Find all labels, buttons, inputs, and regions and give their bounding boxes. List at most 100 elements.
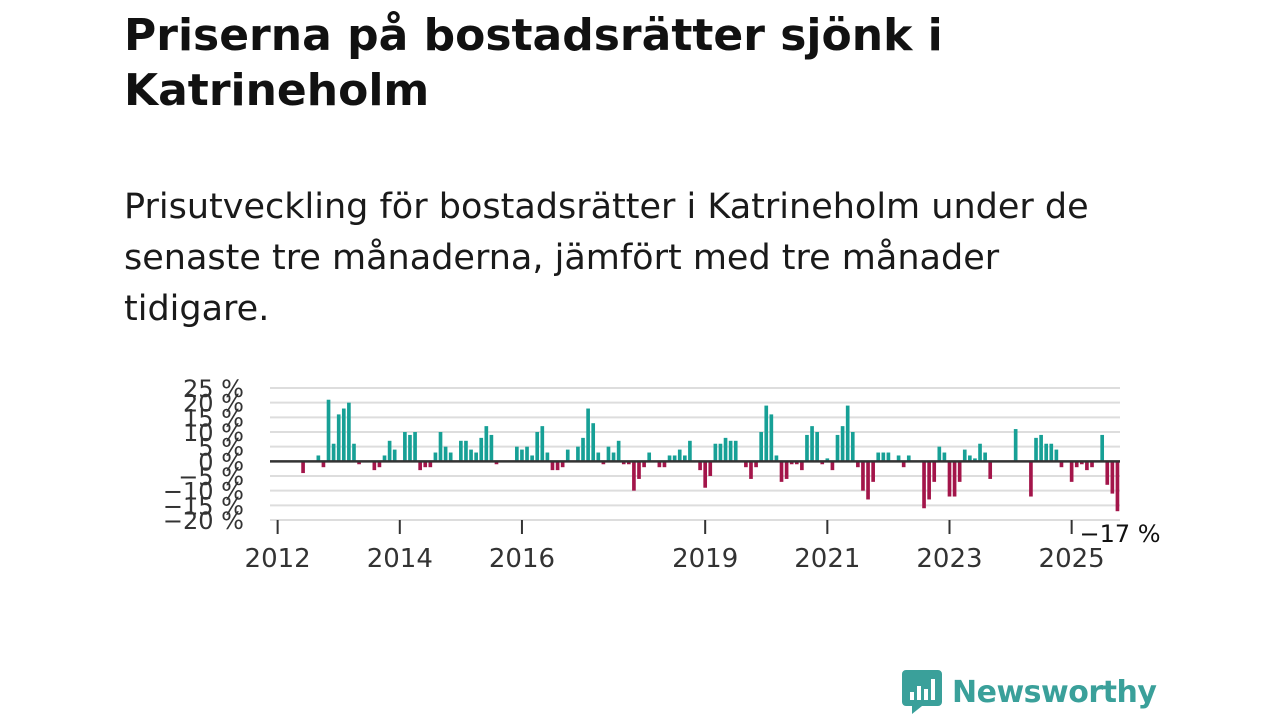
- bar: [616, 440, 621, 462]
- bar: [1039, 434, 1043, 462]
- bar: [662, 461, 667, 468]
- bar: [845, 405, 850, 462]
- chart-title: Priserna på bostadsrätter sjönk i Katrin…: [124, 10, 943, 116]
- bar: [464, 440, 468, 462]
- bar: [805, 434, 809, 462]
- bar: [494, 461, 499, 465]
- bar: [555, 461, 560, 471]
- bar: [428, 461, 433, 468]
- bar: [682, 455, 687, 462]
- bar: [403, 432, 407, 462]
- bar: [688, 440, 692, 462]
- y-tick-label: 25 %: [183, 375, 244, 403]
- bar: [840, 426, 845, 462]
- bar: [535, 432, 540, 462]
- bar: [515, 446, 519, 462]
- bar: [357, 461, 361, 465]
- bar: [978, 443, 982, 462]
- bar: [321, 461, 326, 468]
- bar: [876, 452, 881, 462]
- bar-chart: 25 %20 %15 %10 %5 %0 %−5 %−10 %−15 %−20 …: [163, 375, 1161, 568]
- y-tick-label: 5 %: [198, 434, 244, 462]
- bar: [723, 437, 728, 462]
- bar: [372, 461, 377, 471]
- bar: [968, 455, 972, 462]
- bar: [433, 452, 438, 462]
- bar: [387, 440, 392, 462]
- bar: [581, 437, 585, 462]
- bar: [341, 408, 346, 462]
- bar: [1013, 429, 1018, 462]
- bar: [627, 461, 631, 465]
- bar: [784, 461, 789, 479]
- x-tick-label: 2023: [916, 544, 982, 568]
- bar: [469, 449, 473, 462]
- y-tick-label: 0 %: [198, 448, 244, 476]
- y-tick-label: 10 %: [183, 419, 244, 447]
- bar: [794, 461, 799, 465]
- bar: [637, 461, 641, 479]
- bar: [718, 443, 723, 462]
- bar: [927, 461, 931, 500]
- bar: [489, 434, 494, 462]
- bar: [591, 423, 596, 462]
- bar: [611, 452, 616, 462]
- bar: [957, 461, 962, 482]
- bar: [520, 449, 524, 462]
- bar: [1054, 449, 1059, 462]
- bar: [352, 443, 356, 462]
- bar: [698, 461, 702, 471]
- bar: [1049, 443, 1054, 462]
- bar: [1034, 437, 1038, 462]
- bar: [713, 443, 718, 462]
- bar: [647, 452, 652, 462]
- bar: [881, 452, 886, 462]
- chart-subtitle: Prisutveckling för bostadsrätter i Katri…: [124, 187, 1089, 329]
- bar: [677, 449, 682, 462]
- last-value-label: −17 %: [1079, 520, 1160, 548]
- bar: [484, 426, 489, 462]
- bar: [1074, 461, 1079, 468]
- x-tick-label: 2025: [1039, 544, 1105, 568]
- x-tick-label: 2021: [794, 544, 860, 568]
- bar: [545, 452, 550, 462]
- bar: [1100, 434, 1105, 462]
- bar: [866, 461, 870, 500]
- bar: [530, 455, 534, 462]
- bar: [377, 461, 382, 468]
- x-tick-label: 2019: [672, 544, 738, 568]
- bar: [1105, 461, 1110, 485]
- bar: [408, 434, 412, 462]
- bar: [540, 426, 545, 462]
- bar: [474, 452, 478, 462]
- bar: [937, 446, 942, 462]
- bar: [657, 461, 662, 468]
- bar: [800, 461, 804, 471]
- bar: [789, 461, 794, 465]
- bar: [983, 452, 987, 462]
- bar: [815, 432, 819, 462]
- bar: [1090, 461, 1094, 468]
- bar: [744, 461, 748, 468]
- bar: [962, 449, 967, 462]
- bar: [764, 405, 769, 462]
- bar: [825, 458, 830, 462]
- bar: [326, 399, 331, 462]
- bar: [1029, 461, 1033, 497]
- bar: [906, 455, 911, 462]
- bar: [1059, 461, 1064, 468]
- newsworthy-logo: Newsworthy: [902, 670, 1157, 714]
- bar: [525, 446, 529, 462]
- bar: [1044, 443, 1049, 462]
- bar: [459, 440, 463, 462]
- bar: [830, 461, 835, 471]
- y-tick-label: −15 %: [163, 492, 244, 520]
- bar: [728, 440, 733, 462]
- bar: [947, 461, 952, 497]
- bar: [565, 449, 570, 462]
- bar: [1115, 461, 1120, 512]
- y-tick-label: 15 %: [183, 404, 244, 432]
- bar: [952, 461, 957, 497]
- bar: [754, 461, 758, 468]
- bar: [856, 461, 860, 468]
